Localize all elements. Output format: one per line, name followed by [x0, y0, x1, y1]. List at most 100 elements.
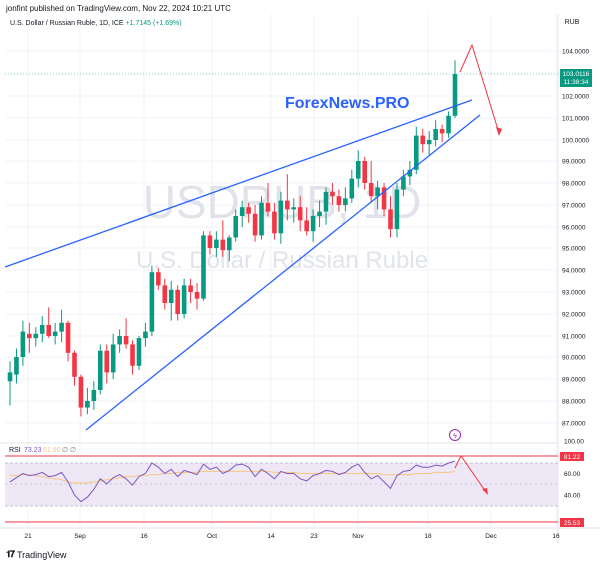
rsi-tick-label: 100.00: [564, 439, 584, 446]
time-axis[interactable]: 21 Sep 16 Oct 14 23 Nov 18 Dec 16: [24, 533, 560, 540]
symbol-title[interactable]: U.S. Dollar / Russian Ruble, 1D, ICE: [10, 20, 124, 27]
candle-body[interactable]: [149, 272, 155, 332]
event-icon[interactable]: [449, 429, 461, 441]
candle-body[interactable]: [72, 352, 77, 377]
candle-body[interactable]: [52, 331, 58, 336]
candle-body[interactable]: [20, 331, 26, 357]
candle-body[interactable]: [446, 115, 451, 134]
price-axis[interactable]: 104.0000 102.0000 101.0000 100.0000 99.0000 9…: [562, 49, 589, 428]
candle-body[interactable]: [362, 161, 368, 183]
wedge-upper-trendline[interactable]: [4, 99, 473, 268]
rsi-lower-tag-value: 25.53: [564, 520, 581, 527]
candle-body[interactable]: [246, 207, 251, 214]
publish-info: jonfint published on TradingView.com, No…: [6, 4, 231, 13]
candle-body[interactable]: [78, 376, 84, 408]
candle-body[interactable]: [207, 235, 213, 248]
y-tick-label: 95.0000: [562, 246, 586, 253]
candle-body[interactable]: [426, 140, 432, 145]
candle-body[interactable]: [226, 237, 232, 251]
candle-body[interactable]: [330, 191, 335, 197]
candle-body[interactable]: [414, 135, 419, 170]
x-tick-label: 14: [267, 533, 275, 540]
y-tick-label: 104.0000: [562, 49, 589, 56]
x-tick-label: 21: [24, 533, 32, 540]
candle-body[interactable]: [317, 211, 322, 216]
candle-body[interactable]: [343, 198, 348, 205]
candle-body[interactable]: [355, 161, 361, 179]
candle-body[interactable]: [123, 336, 129, 345]
candle-body[interactable]: [259, 202, 264, 236]
x-tick-label: 23: [310, 533, 318, 540]
candle-body[interactable]: [91, 390, 97, 401]
candle-body[interactable]: [285, 200, 290, 210]
candle-body[interactable]: [143, 331, 148, 339]
candle-body[interactable]: [291, 207, 297, 210]
candle-body[interactable]: [130, 344, 135, 366]
candle-body[interactable]: [239, 207, 245, 216]
candle-body[interactable]: [349, 178, 355, 199]
x-tick-label: Nov: [352, 533, 364, 540]
candle-body[interactable]: [439, 129, 445, 134]
candle-body[interactable]: [304, 220, 309, 232]
candle-body[interactable]: [162, 285, 168, 303]
last-price-value: 103.0116: [563, 71, 590, 78]
rsi-tick-label: 60.00: [564, 471, 581, 478]
candle-body[interactable]: [175, 289, 180, 314]
candle-body[interactable]: [310, 216, 316, 232]
candle-body[interactable]: [14, 357, 19, 375]
candle-body[interactable]: [46, 325, 51, 336]
candle-body[interactable]: [201, 235, 206, 299]
candle-body[interactable]: [33, 333, 39, 339]
watermark-name: U.S. Dollar / Russian Ruble: [136, 247, 428, 274]
candle-body[interactable]: [27, 333, 32, 339]
candle-body[interactable]: [181, 285, 187, 314]
candle-body[interactable]: [65, 322, 71, 353]
x-tick-label: Oct: [207, 533, 217, 540]
candle-body[interactable]: [401, 176, 406, 190]
candle-body[interactable]: [297, 207, 303, 221]
candle-body[interactable]: [388, 209, 393, 230]
candle-body[interactable]: [117, 336, 122, 345]
candle-body[interactable]: [272, 211, 277, 234]
tradingview-logo[interactable]: 𝟏𝟕 TradingView: [6, 549, 67, 560]
candle-body[interactable]: [7, 372, 13, 382]
forecast-arrow-price[interactable]: [459, 43, 500, 134]
candle-body[interactable]: [110, 344, 116, 373]
y-tick-label: 102.0000: [562, 94, 589, 101]
candle-body[interactable]: [188, 285, 193, 292]
candle-body[interactable]: [368, 183, 374, 197]
wedge-lower-trendline[interactable]: [85, 114, 481, 431]
candle-body[interactable]: [59, 322, 64, 332]
candle-body[interactable]: [252, 213, 258, 236]
candle-body[interactable]: [394, 189, 400, 230]
candle-body[interactable]: [278, 200, 284, 234]
candle-body[interactable]: [85, 401, 90, 408]
y-tick-label: 93.0000: [562, 290, 586, 297]
candle-body[interactable]: [433, 129, 438, 140]
y-tick-label: 97.0000: [562, 203, 586, 210]
candle-body[interactable]: [97, 350, 103, 390]
candle-body[interactable]: [336, 196, 342, 205]
annotation-label[interactable]: ForexNews.PRO: [285, 95, 409, 112]
candle-body[interactable]: [136, 338, 142, 366]
candle-body[interactable]: [220, 239, 226, 251]
candle-body[interactable]: [420, 135, 426, 145]
candle-body[interactable]: [233, 216, 239, 238]
candle-body[interactable]: [452, 74, 458, 116]
y-tick-label: 98.0000: [562, 181, 586, 188]
candle-body[interactable]: [194, 292, 200, 299]
candle-body[interactable]: [265, 202, 271, 212]
y-tick-label: 87.0000: [562, 421, 586, 428]
candle-body[interactable]: [168, 289, 174, 303]
forecast-arrow-rsi[interactable]: [454, 455, 487, 493]
candle-body[interactable]: [375, 187, 380, 197]
forecast-arrow-rsi-head: [482, 488, 488, 495]
candle-body[interactable]: [323, 191, 329, 212]
candle-body[interactable]: [156, 272, 161, 286]
candle-body[interactable]: [381, 187, 387, 210]
candle-body[interactable]: [214, 239, 219, 248]
candle-body[interactable]: [407, 169, 413, 177]
candle-body[interactable]: [39, 325, 45, 334]
candle-body[interactable]: [104, 350, 110, 373]
